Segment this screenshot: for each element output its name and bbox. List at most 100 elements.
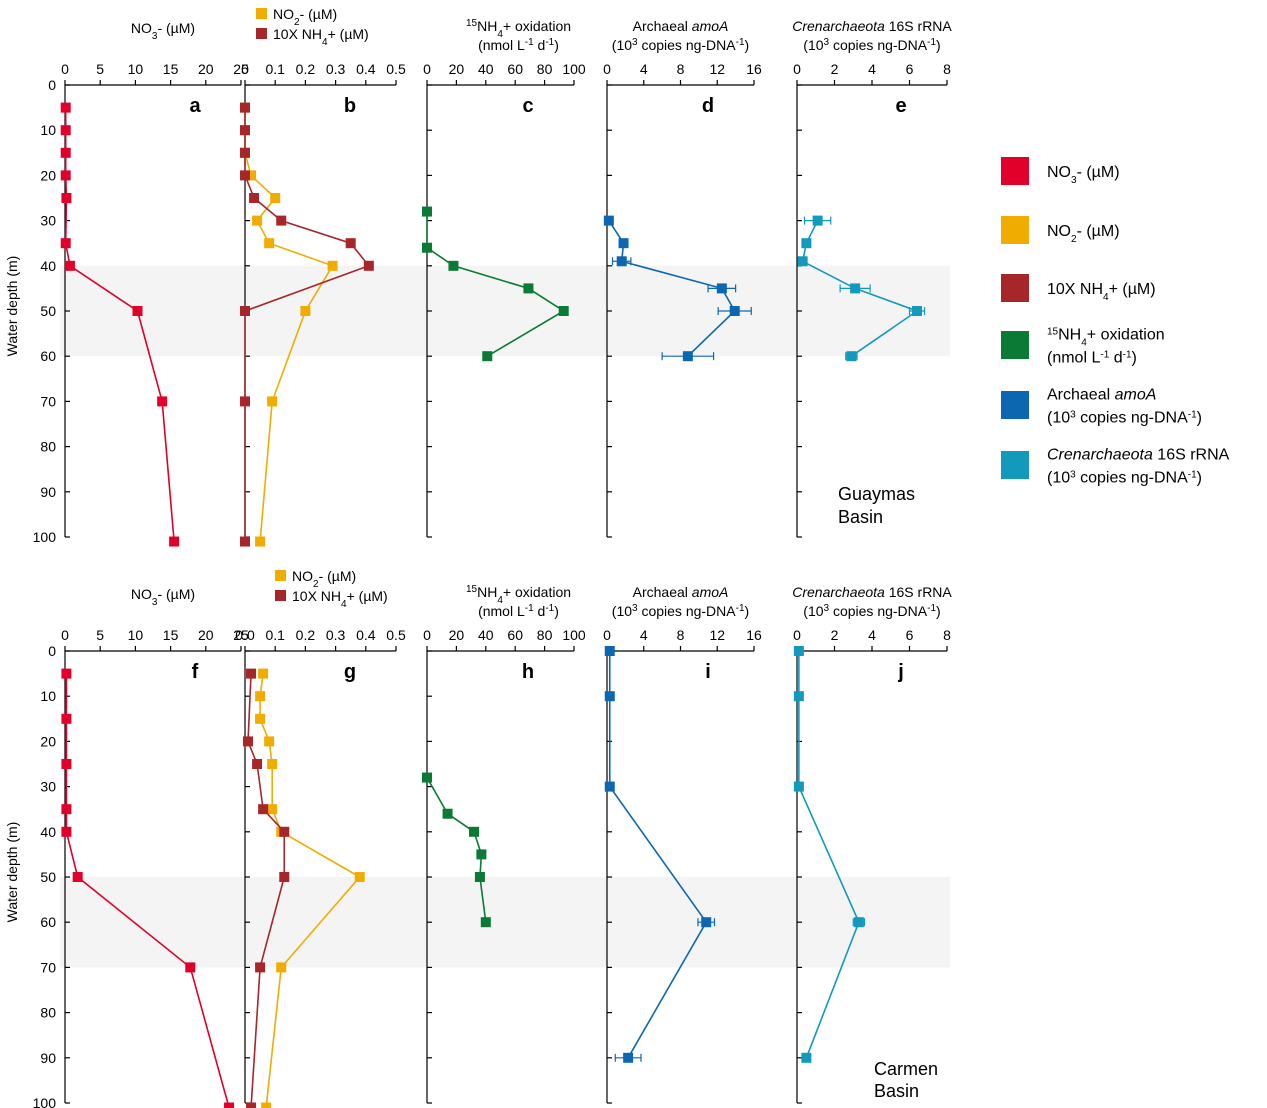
row2-basin-label: Carmen Basin bbox=[874, 1059, 938, 1101]
data-point bbox=[252, 215, 263, 226]
panel-letter: e bbox=[895, 95, 906, 117]
panel-f: 0 5 10 15 20 25 0 10 20 30 40 50 60 70 80 90 100 Water de… bbox=[4, 586, 249, 1108]
legend-swatch bbox=[1001, 391, 1029, 419]
panel-b: 0 0.1 0.2 0.3 0.4 0.5 NO2- (µM)10X NH4+ (µM) b bbox=[240, 6, 406, 547]
x-tick-label: 80 bbox=[537, 627, 553, 643]
y-tick-label: 10 bbox=[40, 688, 56, 704]
data-point bbox=[716, 283, 727, 294]
legend-swatch bbox=[1001, 157, 1029, 185]
data-point bbox=[61, 668, 72, 679]
panel-g: 0.0 0.1 0.2 0.3 0.4 0.5 NO2- (µM)10X NH4+ (µM)… bbox=[235, 568, 406, 1108]
y-tick-label: 50 bbox=[40, 303, 56, 319]
series-line bbox=[65, 673, 230, 1108]
x-tick-label: 0 bbox=[423, 627, 431, 643]
panel-i: 0 4 8 12 16 Archaeal amoA (103 copies ng-DNA-1… bbox=[603, 584, 762, 1104]
data-point bbox=[279, 872, 290, 882]
basin-label-line2: Basin bbox=[838, 507, 883, 527]
data-point bbox=[240, 170, 250, 181]
series-line bbox=[426, 777, 487, 923]
data-point bbox=[258, 668, 269, 679]
data-point bbox=[623, 1052, 634, 1063]
data-point bbox=[616, 256, 627, 267]
data-point bbox=[442, 808, 453, 819]
x-tick-label: 100 bbox=[562, 61, 586, 77]
x-tick-label: 0 bbox=[603, 627, 611, 643]
legend-label: (103 copies ng-DNA-1) bbox=[1047, 409, 1202, 427]
x-tick-label: 2 bbox=[831, 627, 839, 643]
data-point bbox=[682, 351, 693, 362]
x-tick-label: 40 bbox=[478, 627, 494, 643]
legend-item-no2: NO2- (µM) bbox=[1001, 216, 1120, 245]
series-line bbox=[798, 651, 860, 1059]
y-tick-label: 0 bbox=[48, 643, 56, 659]
x-tick-label: 0 bbox=[61, 61, 69, 77]
x-tick-label: 100 bbox=[562, 627, 586, 643]
x-tick-label: 15 bbox=[163, 627, 179, 643]
x-tick-label: 12 bbox=[709, 627, 725, 643]
series-g-1 bbox=[243, 668, 290, 1108]
data-point bbox=[729, 306, 740, 316]
x-tick-label: 16 bbox=[746, 61, 762, 77]
x-tick-label: 2 bbox=[831, 61, 839, 77]
panel-letter: f bbox=[192, 661, 199, 683]
series-line bbox=[64, 107, 175, 542]
x-tick-label: 20 bbox=[198, 61, 214, 77]
data-point bbox=[240, 396, 250, 407]
x-tick-label: 0.5 bbox=[386, 627, 406, 643]
legend-item-amoa: Archaeal amoA (103 copies ng-DNA-1) bbox=[1001, 387, 1202, 427]
y-tick-label: 20 bbox=[40, 167, 56, 183]
legend-item-no3: NO3- (µM) bbox=[1001, 157, 1120, 186]
x-tick-label: 8 bbox=[677, 627, 685, 643]
data-point bbox=[261, 1102, 272, 1108]
data-point bbox=[422, 206, 432, 217]
panel-d: 0 4 8 12 16 Archaeal amoA (103 copies ng-DNA-1… bbox=[603, 18, 762, 538]
data-point bbox=[60, 147, 71, 158]
data-point bbox=[246, 170, 257, 181]
x-tick-label: 40 bbox=[478, 61, 494, 77]
panel-title: Archaeal amoA bbox=[633, 18, 729, 34]
data-point bbox=[558, 306, 569, 316]
x-tick-label: 0 bbox=[793, 627, 801, 643]
x-tick-label: 16 bbox=[746, 627, 762, 643]
shaded-depth-band bbox=[60, 265, 950, 357]
series-line bbox=[426, 211, 566, 357]
y-tick-label: 70 bbox=[40, 959, 56, 975]
x-tick-label: 12 bbox=[709, 61, 725, 77]
panel-letter: g bbox=[344, 661, 356, 683]
x-tick-label: 15 bbox=[163, 61, 179, 77]
x-tick-label: 20 bbox=[449, 627, 465, 643]
series-c-0 bbox=[422, 206, 569, 362]
y-tick-label: 30 bbox=[40, 213, 56, 229]
x-tick-label: 0 bbox=[603, 61, 611, 77]
data-point bbox=[354, 872, 365, 882]
data-point bbox=[469, 826, 480, 837]
series-i-0 bbox=[604, 646, 716, 1063]
legend-label: 10X NH4+ (µM) bbox=[292, 588, 388, 610]
panel-letter: d bbox=[702, 95, 714, 117]
x-tick-label: 80 bbox=[537, 61, 553, 77]
x-tick-label: 0.4 bbox=[356, 61, 376, 77]
x-tick-label: 6 bbox=[906, 627, 914, 643]
data-point bbox=[801, 238, 812, 249]
x-tick-label: 4 bbox=[640, 627, 648, 643]
data-point bbox=[363, 260, 374, 271]
data-point bbox=[169, 536, 180, 547]
panel-letter: i bbox=[705, 661, 711, 683]
panel-e: 0 2 4 6 8 Crenarchaeota 16S rRNA (103 copies n… bbox=[792, 18, 952, 538]
legend-label: NO2- (µM) bbox=[273, 6, 337, 28]
data-point bbox=[267, 804, 278, 815]
x-tick-label: 0.2 bbox=[296, 627, 316, 643]
data-point bbox=[132, 306, 143, 316]
panel-letter: c bbox=[522, 95, 533, 117]
data-point bbox=[482, 351, 493, 362]
y-tick-label: 60 bbox=[40, 914, 56, 930]
y-tick-label: 90 bbox=[40, 1050, 56, 1066]
legend-swatch bbox=[1001, 274, 1029, 302]
data-point bbox=[255, 691, 266, 702]
panel-letter: a bbox=[189, 95, 201, 117]
panel-letter: b bbox=[344, 95, 356, 117]
x-tick-label: 10 bbox=[128, 61, 144, 77]
